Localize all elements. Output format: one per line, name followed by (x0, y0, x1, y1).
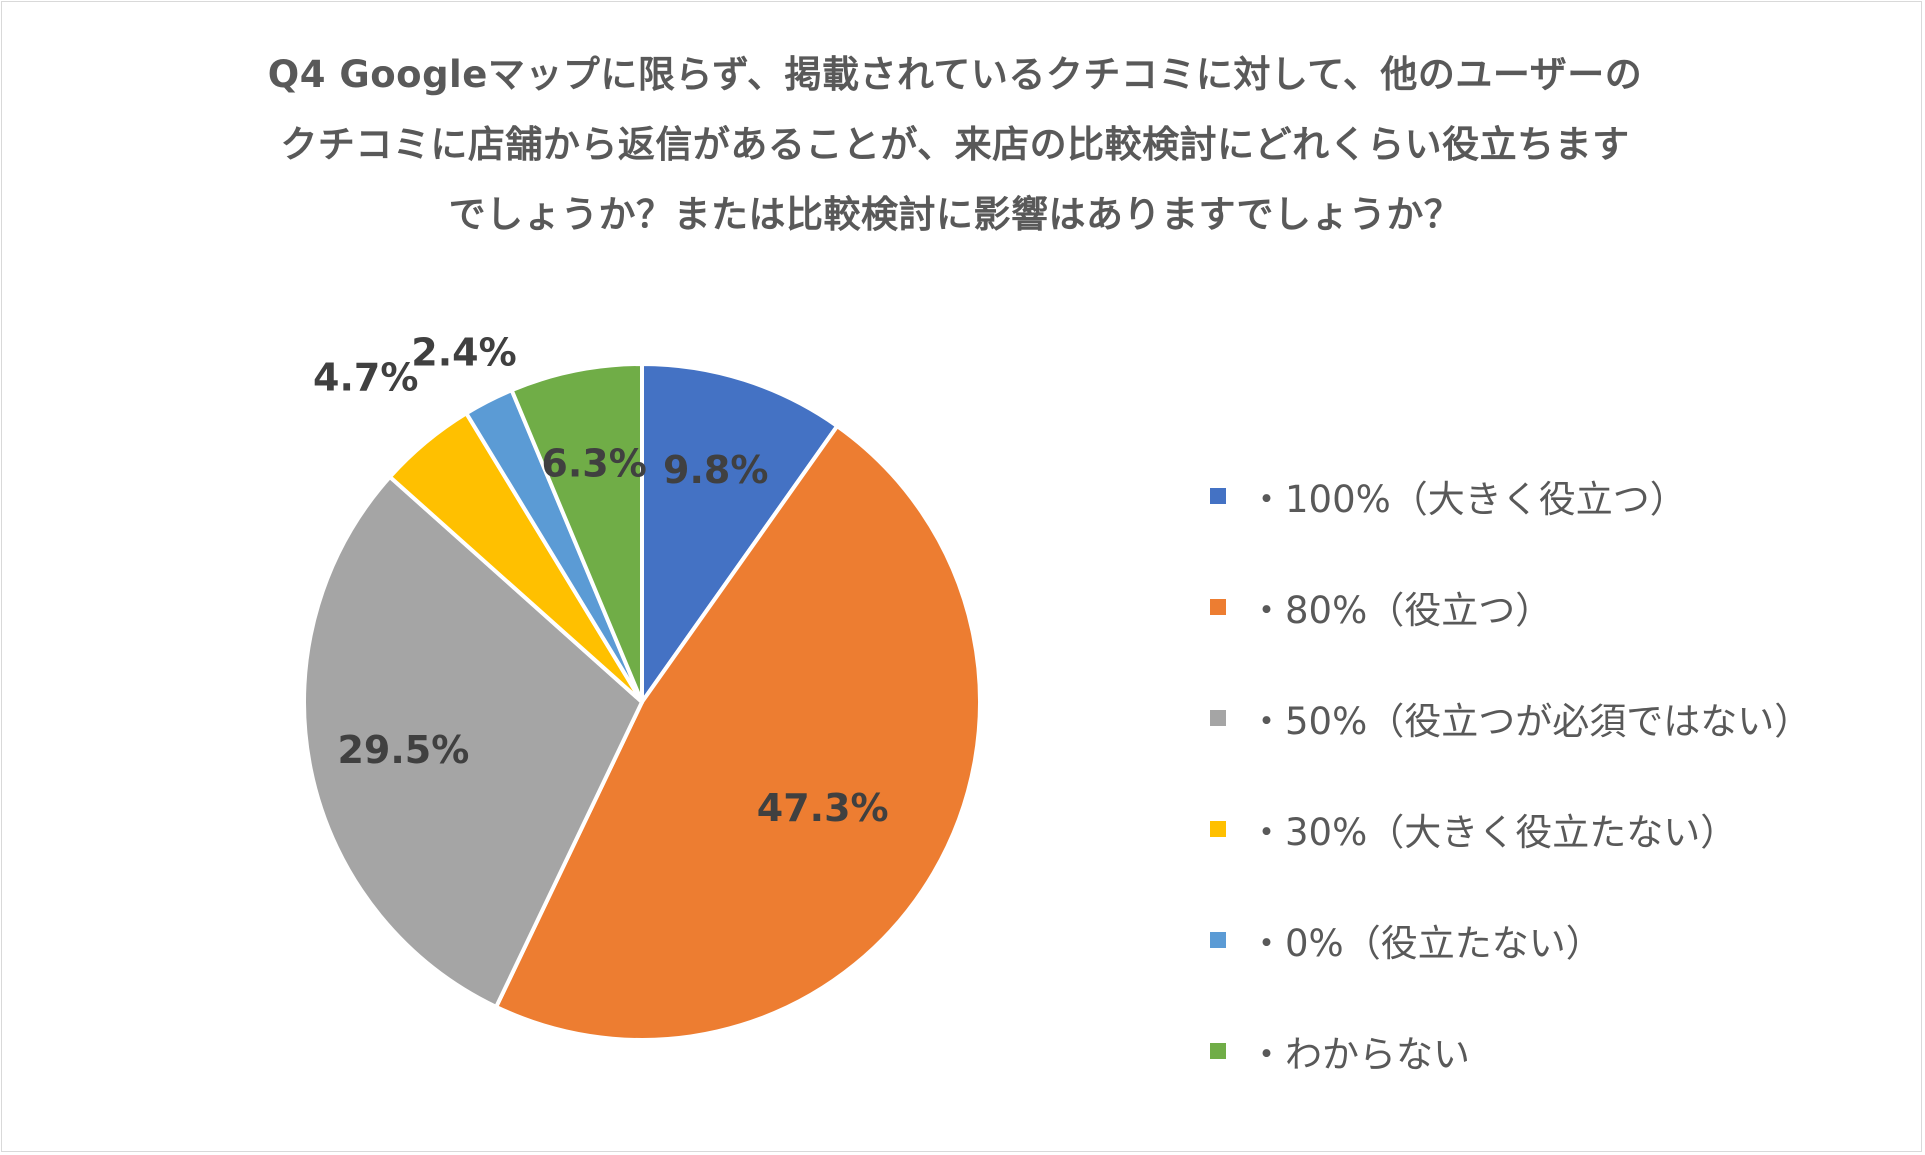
legend: ・100%（大きく役立つ） ・80%（役立つ） ・50%（役立つが必須ではない）… (1210, 440, 1890, 1106)
data-label-50: 29.5% (337, 728, 469, 772)
legend-label-0: ・0%（役立たない） (1248, 921, 1603, 965)
legend-item-unknown: ・わからない (1210, 995, 1890, 1106)
data-label-unknown: 6.3% (541, 441, 646, 485)
pie-slice-unknown (509, 362, 644, 704)
legend-item-100: ・100%（大きく役立つ） (1210, 440, 1890, 551)
legend-label-unknown: ・わからない (1248, 1032, 1470, 1076)
data-label-100: 9.8% (663, 448, 768, 492)
chart-title-line-2: クチコミに店舗から返信があることが、来店の比較検討にどれくらい役立ちます (280, 123, 1630, 166)
legend-item-0: ・0%（役立たない） (1210, 884, 1890, 995)
data-label-30: 4.7% (313, 355, 418, 399)
legend-swatch-unknown (1210, 1042, 1226, 1059)
data-label-0: 2.4% (411, 331, 516, 375)
data-label-80: 47.3% (757, 786, 889, 830)
legend-label-30: ・30%（大きく役立たない） (1248, 810, 1738, 854)
chart-title-line-1: Q4 Googleマップに限らず、掲載されているクチコミに対して、他のユーザーの (267, 53, 1643, 96)
legend-label-80: ・80%（役立つ） (1248, 588, 1553, 632)
legend-swatch-100 (1210, 487, 1226, 504)
legend-item-30: ・30%（大きく役立たない） (1210, 773, 1890, 884)
pie-slice-80 (494, 424, 982, 1042)
legend-swatch-30 (1210, 820, 1226, 837)
legend-swatch-50 (1210, 709, 1226, 726)
legend-item-50: ・50%（役立つが必須ではない） (1210, 662, 1890, 773)
legend-item-80: ・80%（役立つ） (1210, 551, 1890, 662)
legend-label-100: ・100%（大きく役立つ） (1248, 477, 1687, 521)
pie-slice-100 (640, 362, 840, 704)
chart-title-line-3: でしょうか？または比較検討に影響はありますでしょうか？ (448, 193, 1462, 236)
legend-swatch-80 (1210, 598, 1226, 615)
pie-slice-50 (302, 474, 644, 1009)
legend-swatch-0 (1210, 931, 1226, 948)
legend-label-50: ・50%（役立つが必須ではない） (1248, 699, 1812, 743)
chart-title: Q4 Googleマップに限らず、掲載されているクチコミに対して、他のユーザーの… (160, 40, 1750, 250)
